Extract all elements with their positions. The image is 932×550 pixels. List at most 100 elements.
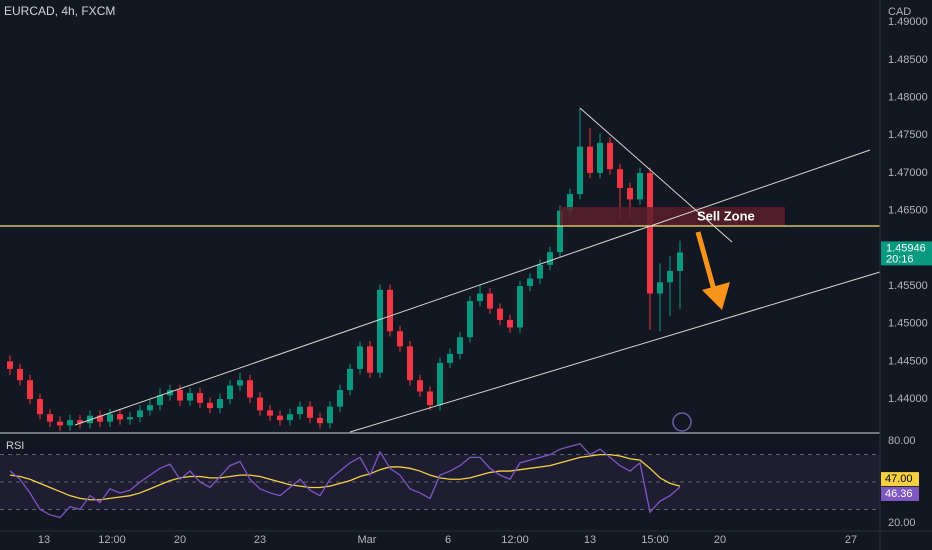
x-tick-label: 13 [584,534,596,546]
candle-body [287,414,293,421]
candle-body [137,410,143,418]
candle-body [627,188,633,200]
candle-body [597,142,603,173]
price-label: 1.45946 [886,242,926,254]
x-tick-label: Mar [358,534,377,546]
candle-body [497,308,503,320]
candle-body [377,289,383,373]
y-tick-label: 1.48000 [888,92,928,104]
candle-body [217,399,223,409]
event-icon[interactable] [672,412,692,432]
candle-body [387,289,393,332]
y-tick-label: 80.00 [888,435,916,447]
candle-body [577,146,583,195]
candle-body [437,362,443,406]
candle-body [157,395,163,406]
candle-body [637,172,643,200]
candle-body [527,278,533,287]
candle-body [607,142,613,170]
candle-body [347,368,353,391]
candle-body [337,390,343,407]
rsi-line [9,442,681,519]
candle-body [537,264,543,279]
arrow [695,231,730,310]
candle-body [247,380,253,398]
rsi-pane [0,442,880,519]
candle-body [667,270,673,283]
channel-upper [74,149,871,426]
y-tick-label: 1.44500 [888,355,928,367]
candle-body [647,172,653,294]
candle-body [177,390,183,401]
channel-lower [349,271,881,433]
y-tick-label: 1.44000 [888,393,928,405]
candle-body [617,169,623,189]
candle-body [447,353,453,363]
candle-body [7,361,13,369]
candle-body [587,146,593,173]
candle-body [547,252,553,265]
x-tick-label: 20 [714,534,726,546]
x-tick-label: 20 [174,534,186,546]
candle-body [557,210,563,253]
candle-body [297,406,303,415]
candle-body [257,397,263,411]
candle-body [457,337,463,354]
candle-body [227,385,233,400]
candle-body [67,420,73,426]
x-tick-label: 15:00 [641,534,669,546]
x-tick-label: 13 [38,534,50,546]
candle-body [567,194,573,211]
candle-body [107,414,113,422]
y-tick-label: 1.49000 [888,16,928,28]
candle-body [37,399,43,415]
candle-body [507,319,513,328]
candle-body [327,406,333,424]
x-tick-label: 6 [445,534,451,546]
candle-body [47,414,53,422]
candle-body [677,252,683,271]
candle-body [487,293,493,309]
candle-body [197,393,203,403]
candle-body [117,414,123,420]
x-tick-label: 27 [845,534,857,546]
countdown: 20:16 [886,253,914,265]
candle-body [57,421,63,426]
candle-body [357,346,363,369]
candle-body [17,368,23,381]
price-pane [7,108,683,431]
value-label-bg [881,472,919,487]
annotation: Sell Zone [697,208,755,223]
candle-body [657,282,663,294]
candle-body [97,415,103,422]
candle-body [277,415,283,421]
candle-body [417,380,423,392]
candle-body [307,406,313,418]
candle-body [427,391,433,406]
x-tick-label: 23 [254,534,266,546]
y-tick-label: 1.45000 [888,318,928,330]
candle-body [207,402,213,409]
y-tick-label: 1.45500 [888,280,928,292]
x-tick-label: 12:00 [501,534,529,546]
y-tick-label: 1.47000 [888,167,928,179]
candle-body [147,405,153,411]
y-tick-label: 1.46500 [888,205,928,217]
y-tick-label: 20.00 [888,517,916,529]
candle-body [317,417,323,424]
candle-body [407,346,413,381]
candle-body [367,346,373,373]
candle-body [477,293,483,302]
y-tick-label: 1.47500 [888,129,928,141]
value-label: 47.00 [885,473,913,485]
rsi-line [9,454,681,501]
trend-line [579,107,733,243]
currency: CAD [888,6,911,18]
candle-body [267,410,273,416]
candle-body [397,331,403,347]
candle-body [127,417,133,420]
sell-zone [560,207,785,226]
value-label-bg [881,486,919,501]
